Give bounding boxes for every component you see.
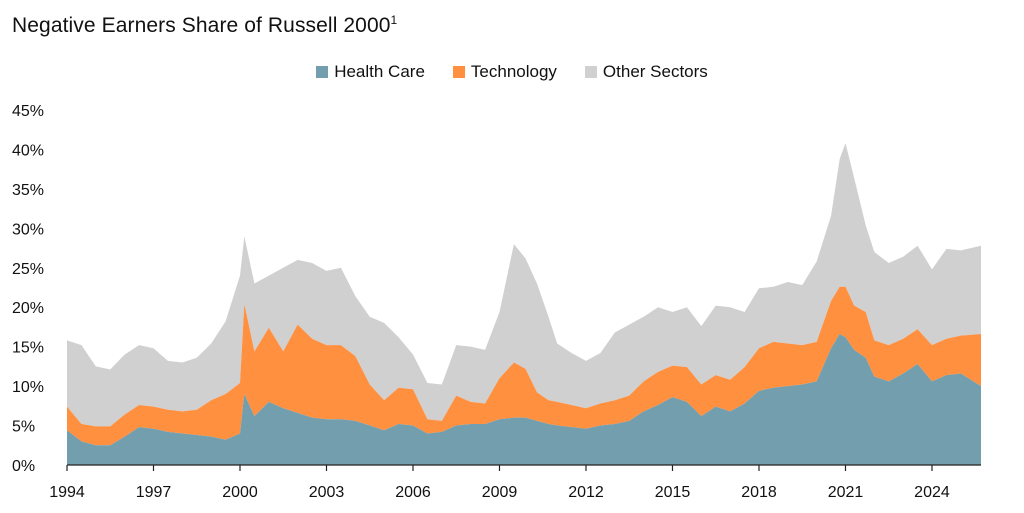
area-other-sectors [67,143,981,427]
x-tick-label: 1994 [49,484,85,501]
x-tick-label: 2006 [395,484,431,501]
y-tick-label: 20% [12,300,44,317]
legend-item-other-sectors: Other Sectors [584,62,708,82]
x-tick-label: 2024 [914,484,950,501]
legend-item-technology: Technology [452,62,557,82]
x-tick-label: 2015 [655,484,691,501]
legend-swatch-other-sectors [584,66,597,78]
x-tick-label: 2012 [568,484,604,501]
area-technology [67,286,981,446]
chart-title: Negative Earners Share of Russell 20001 [12,14,397,38]
legend-swatch-health-care [316,66,329,78]
x-tick-label: 2021 [828,484,864,501]
y-tick-label: 10% [12,379,44,396]
x-tick-label: 2018 [741,484,777,501]
legend-item-health-care: Health Care [316,62,425,82]
y-tick-label: 45% [12,103,44,120]
legend-label-health-care: Health Care [334,62,425,81]
chart-legend: Health Care Technology Other Sectors [0,62,1024,82]
area-health-care [67,334,981,465]
chart-title-text: Negative Earners Share of Russell 2000 [12,14,391,37]
legend-label-other-sectors: Other Sectors [602,62,708,81]
y-tick-label: 5% [12,419,35,436]
y-tick-label: 25% [12,261,44,278]
legend-swatch-technology [452,66,465,78]
x-tick-label: 1997 [136,484,172,501]
y-tick-label: 0% [12,458,35,475]
x-tick-label: 2000 [222,484,258,501]
y-tick-label: 15% [12,340,44,357]
y-tick-label: 30% [12,221,44,238]
y-tick-label: 35% [12,182,44,199]
x-tick-label: 2003 [309,484,345,501]
y-tick-label: 40% [12,142,44,159]
x-tick-label: 2009 [482,484,518,501]
legend-label-technology: Technology [470,62,557,81]
chart-title-footnote-marker: 1 [390,13,398,27]
